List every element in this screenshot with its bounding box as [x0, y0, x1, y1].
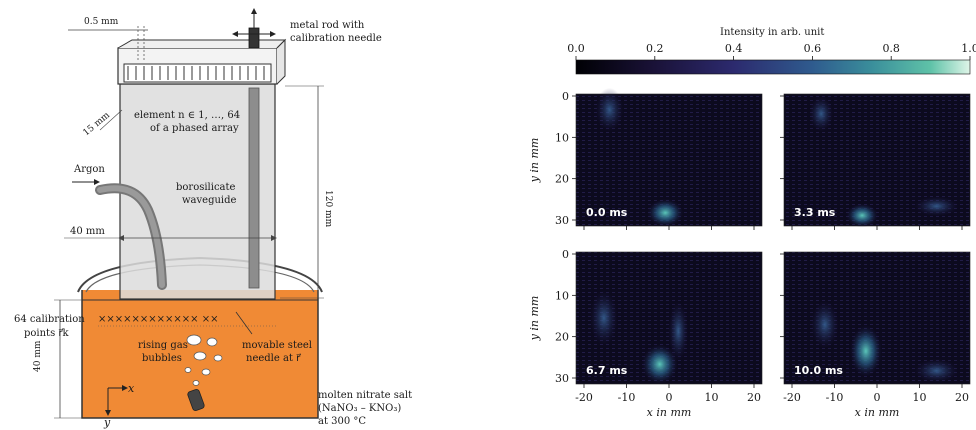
experiment-schematic: ×××××××××××× ×× 0.5 mm 15 mm element n ∈… — [14, 8, 412, 429]
colorbar-tick-label: 0.4 — [725, 42, 743, 55]
gas-bubbles — [184, 334, 223, 386]
y-tick-label: 0 — [562, 248, 569, 261]
calib-label-2: points r⃗k — [24, 328, 70, 339]
rod-label-2: calibration needle — [290, 33, 382, 44]
intensity-hotspot — [641, 344, 678, 385]
y-tick-label: 20 — [555, 173, 569, 186]
panel-time-label: 0.0 ms — [586, 206, 628, 219]
bubbles-label-2: bubbles — [142, 353, 182, 364]
axis-x-label: x — [128, 382, 135, 395]
colorbar-tick-label: 0.2 — [646, 42, 664, 55]
intensity-hotspot — [589, 290, 618, 346]
waveguide-label-2: waveguide — [182, 195, 237, 206]
gas-nozzle — [187, 388, 205, 412]
salt-label-3: at 300 °C — [318, 416, 366, 427]
intensity-hotspot — [810, 300, 839, 349]
x-tick-label: 10 — [705, 391, 719, 404]
rod-knob — [248, 27, 260, 49]
x-tick-label: 20 — [955, 391, 969, 404]
argon-label: Argon — [73, 164, 105, 175]
y-axis-label: y in mm — [528, 296, 541, 342]
y-tick-label: 10 — [555, 131, 569, 144]
y-tick-label: 10 — [555, 289, 569, 302]
dim-width-label: 40 mm — [70, 226, 105, 237]
dim-side-label: 15 mm — [82, 110, 113, 138]
salt-label-1: molten nitrate salt — [318, 390, 412, 401]
panel-time-label: 6.7 ms — [586, 364, 628, 377]
waveguide-label-1: borosilicate — [176, 182, 236, 193]
panel-3: 10.0 ms -20 -10 0 10 20 x in mm — [780, 251, 971, 419]
dim-depth-label: 40 mm — [33, 340, 43, 372]
x-axis-label: x in mm — [855, 406, 900, 419]
calib-label-1: 64 calibration — [14, 314, 85, 325]
x-tick-label: 10 — [913, 391, 927, 404]
calibration-crosses: ×××××××××××× ×× — [98, 314, 218, 325]
colorbar-tick-label: 0.0 — [567, 42, 585, 55]
element-label-2: of a phased array — [150, 123, 239, 134]
axis-y-label: y — [103, 416, 111, 429]
colorbar-tick-label: 0.6 — [804, 42, 822, 55]
panel-1: 3.3 ms — [780, 93, 971, 230]
colorbar: Intensity in arb. unit 0.0 0.2 0.4 0.6 0.8 1.… — [567, 27, 976, 75]
panel-time-label: 10.0 ms — [794, 364, 843, 377]
intensity-hotspot — [647, 198, 684, 227]
y-tick-label: 30 — [555, 372, 569, 385]
bubbles-label-1: rising gas — [138, 340, 188, 351]
rod-label-1: metal rod with — [290, 20, 365, 31]
intensity-panels: 0.0 ms 0 10 20 30 y in mm 3.3 ms 6.7 ms 0 10 20 30 y… — [528, 87, 971, 419]
intensity-hotspot — [668, 301, 689, 362]
phased-array-elements — [127, 66, 265, 80]
intensity-hotspot — [914, 358, 959, 383]
x-tick-label: 0 — [666, 391, 673, 404]
colorbar-tick-label: 0.8 — [882, 42, 900, 55]
y-tick-label: 30 — [555, 214, 569, 227]
element-label-1: element n ∈ 1, …, 64 — [134, 110, 240, 121]
y-tick-label: 20 — [555, 331, 569, 344]
x-tick-label: -10 — [826, 391, 844, 404]
dim-height-label: 120 mm — [323, 190, 333, 228]
dim-top-label: 0.5 mm — [84, 17, 119, 27]
colorbar-gradient — [575, 59, 971, 75]
intensity-hotspot — [809, 95, 834, 132]
x-tick-label: -10 — [618, 391, 636, 404]
x-tick-label: -20 — [783, 391, 801, 404]
x-axis-label: x in mm — [647, 406, 692, 419]
metal-rod — [248, 87, 260, 289]
panel-time-label: 3.3 ms — [794, 206, 836, 219]
intensity-hotspot — [914, 196, 959, 217]
x-tick-label: 20 — [747, 391, 761, 404]
intensity-hotspot — [849, 325, 882, 377]
needle-label-1: movable steel — [242, 340, 312, 351]
y-axis-label: y in mm — [528, 138, 541, 184]
x-tick-label: 0 — [874, 391, 881, 404]
y-tick-label: 0 — [562, 90, 569, 103]
salt-label-2: (NaNO₃ – KNO₃) — [318, 403, 401, 414]
panel-2: 6.7 ms 0 10 20 30 y in mm -20 -10 0 10 20 x in mm — [528, 248, 763, 419]
colorbar-tick-label: 1.0 — [961, 42, 976, 55]
intensity-hotspot — [595, 87, 624, 132]
panel-0: 0.0 ms 0 10 20 30 y in mm — [528, 87, 763, 230]
colorbar-title: Intensity in arb. unit — [720, 27, 824, 38]
intensity-hotspot — [846, 203, 879, 228]
x-tick-label: -20 — [575, 391, 593, 404]
needle-label-2: needle at r⃗ — [246, 353, 301, 364]
